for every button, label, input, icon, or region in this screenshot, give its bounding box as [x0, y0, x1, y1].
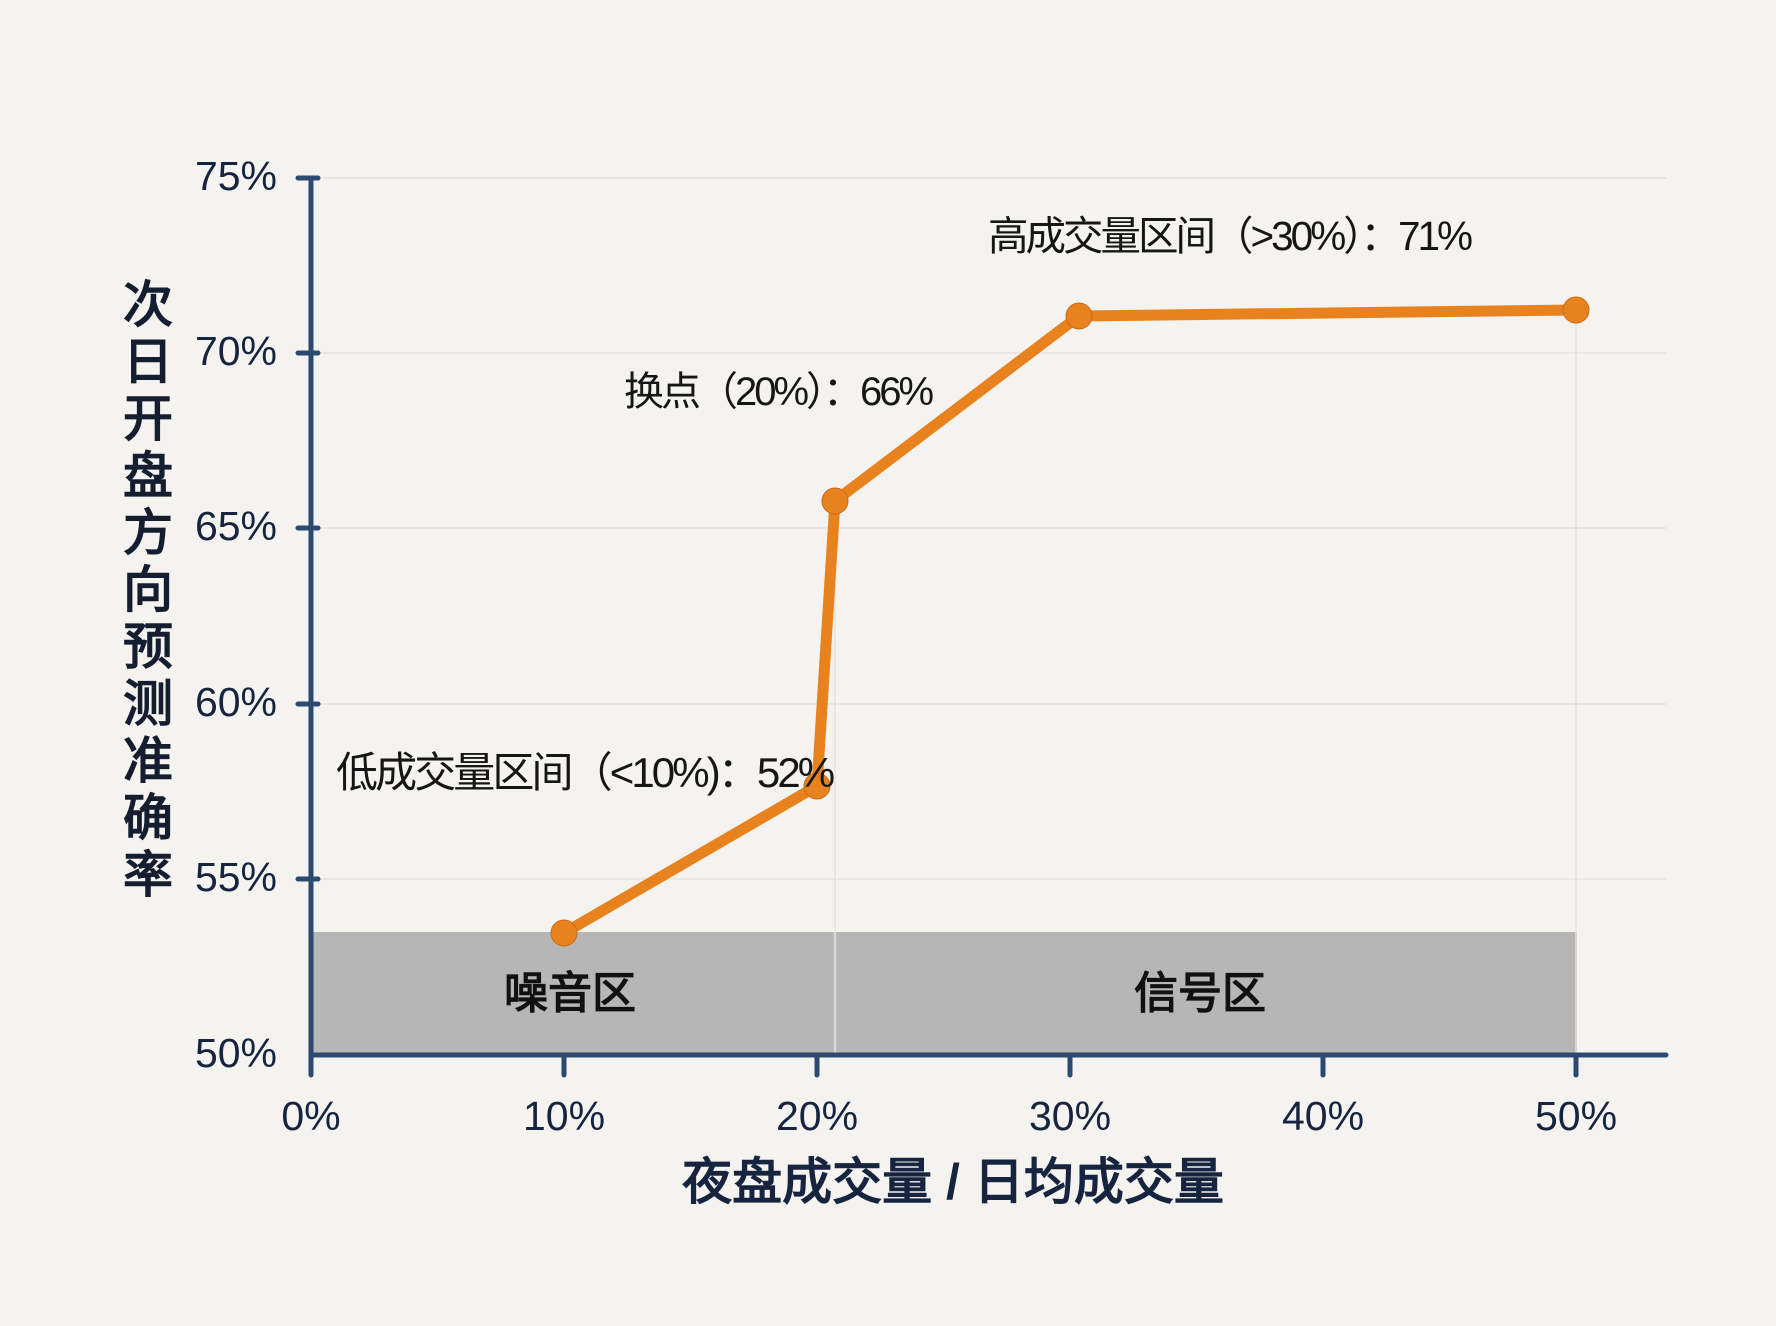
svg-text:噪音区: 噪音区	[504, 969, 636, 1018]
svg-text:日: 日	[123, 334, 173, 390]
svg-text:50%: 50%	[195, 1030, 277, 1076]
svg-text:70%: 70%	[195, 328, 277, 374]
svg-text:换点（20%）：66%: 换点（20%）：66%	[624, 370, 934, 414]
svg-text:0%: 0%	[281, 1093, 340, 1139]
svg-text:率: 率	[123, 847, 173, 903]
svg-text:准: 准	[123, 733, 173, 789]
svg-text:预: 预	[123, 619, 173, 675]
svg-text:30%: 30%	[1029, 1093, 1111, 1139]
svg-text:75%: 75%	[195, 153, 277, 199]
svg-text:方: 方	[123, 505, 173, 561]
svg-text:60%: 60%	[195, 679, 277, 725]
svg-text:信号区: 信号区	[1134, 969, 1266, 1018]
svg-text:20%: 20%	[776, 1093, 858, 1139]
svg-text:夜盘成交量 / 日均成交量: 夜盘成交量 / 日均成交量	[681, 1154, 1224, 1210]
svg-text:向: 向	[123, 562, 173, 618]
svg-text:低成交量区间（<10%)：52%: 低成交量区间（<10%)：52%	[336, 749, 834, 796]
svg-text:开: 开	[123, 391, 173, 447]
svg-text:次: 次	[123, 277, 173, 333]
svg-text:高成交量区间（>30%）：71%: 高成交量区间（>30%）：71%	[988, 213, 1472, 259]
svg-text:40%: 40%	[1282, 1093, 1364, 1139]
svg-text:盘: 盘	[123, 448, 173, 504]
svg-text:测: 测	[123, 676, 173, 732]
svg-text:50%: 50%	[1535, 1093, 1617, 1139]
svg-text:65%: 65%	[195, 503, 277, 549]
svg-text:10%: 10%	[523, 1093, 605, 1139]
svg-text:确: 确	[123, 790, 173, 846]
svg-text:55%: 55%	[195, 854, 277, 900]
